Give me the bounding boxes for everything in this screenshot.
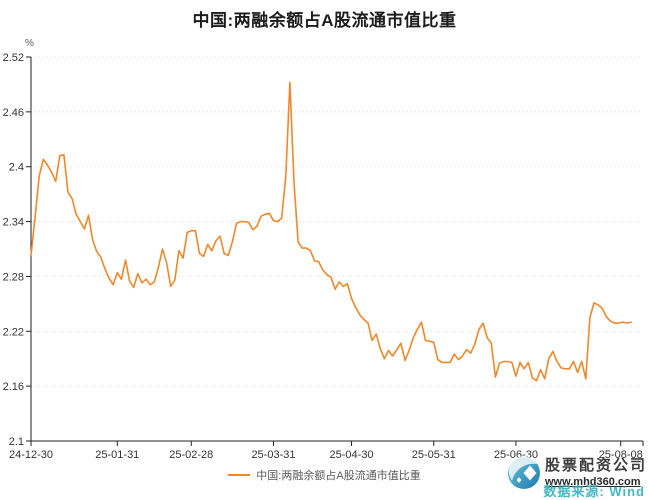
y-axis-tick-label: 2.22 xyxy=(3,326,24,338)
y-axis-unit-label: % xyxy=(25,38,34,49)
y-axis-tick-label: 2.16 xyxy=(3,381,24,393)
legend-line-swatch xyxy=(228,474,251,476)
data-line xyxy=(30,81,632,382)
globe-logo-icon xyxy=(507,456,540,489)
chart-title: 中国:两融余额占A股流通市值比重 xyxy=(192,11,457,30)
legend: 中国:两融余额占A股流通市值比重 xyxy=(0,467,649,483)
watermark: 股票配资公司 www.mhd360.com xyxy=(506,455,647,491)
x-axis-tick-label: 25-08-08 xyxy=(599,449,643,461)
x-axis-tick-label: 25-03-31 xyxy=(251,449,295,461)
x-axis-tick-label: 25-05-31 xyxy=(412,449,456,461)
watermark-company-name: 股票配资公司 xyxy=(544,457,647,475)
y-axis-tick-label: 2.46 xyxy=(3,107,24,119)
y-axis-tick-label: 2.1 xyxy=(9,436,24,448)
x-axis-tick-label: 25-01-31 xyxy=(95,449,139,461)
y-axis-tick-label: 2.4 xyxy=(9,162,24,174)
y-axis-tick-label: 2.34 xyxy=(3,217,24,229)
x-axis-tick-label: 25-02-28 xyxy=(169,449,213,461)
legend-label: 中国:两融余额占A股流通市值比重 xyxy=(256,470,421,482)
data-source-label: 数据来源: Wind xyxy=(543,484,645,499)
watermark-website: www.mhd360.com xyxy=(544,475,641,488)
x-axis-tick-label: 24-12-30 xyxy=(9,449,53,461)
y-axis-tick-label: 2.28 xyxy=(3,271,24,283)
x-axis-tick-label: 25-04-30 xyxy=(330,449,374,461)
y-axis-tick-label: 2.52 xyxy=(3,52,24,64)
